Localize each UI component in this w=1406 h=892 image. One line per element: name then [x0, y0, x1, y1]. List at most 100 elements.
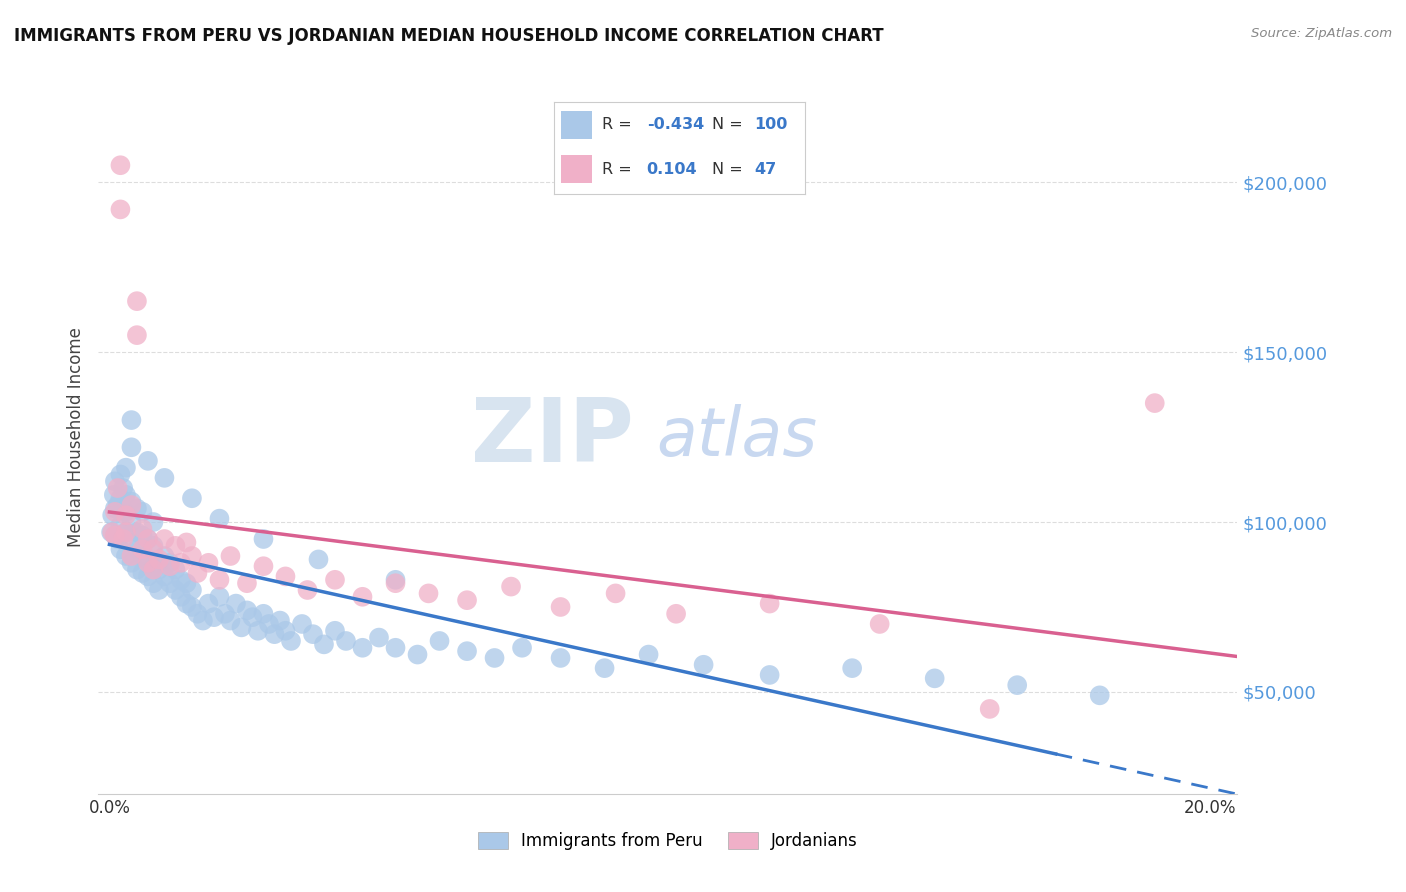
Point — [297, 582, 319, 597]
Point — [170, 573, 193, 587]
Point — [274, 624, 297, 638]
Point — [170, 556, 193, 570]
Point — [291, 617, 314, 632]
Point — [219, 614, 242, 628]
Point — [120, 440, 142, 454]
Point — [148, 582, 170, 597]
Point — [125, 328, 148, 343]
Point — [131, 566, 153, 580]
Point — [110, 491, 132, 506]
Point — [159, 556, 181, 570]
Point — [142, 539, 165, 553]
Point — [112, 481, 135, 495]
Point — [153, 471, 176, 485]
Point — [107, 481, 129, 495]
Point — [142, 515, 165, 529]
Point — [115, 525, 138, 540]
Point — [269, 614, 291, 628]
Point — [186, 566, 208, 580]
Point — [142, 542, 165, 557]
Point — [136, 552, 159, 566]
Point — [869, 617, 891, 632]
Y-axis label: Median Household Income: Median Household Income — [66, 327, 84, 547]
Point — [208, 511, 231, 525]
Point — [165, 563, 187, 577]
Point — [429, 634, 451, 648]
Point — [170, 590, 193, 604]
Text: IMMIGRANTS FROM PERU VS JORDANIAN MEDIAN HOUSEHOLD INCOME CORRELATION CHART: IMMIGRANTS FROM PERU VS JORDANIAN MEDIAN… — [14, 27, 884, 45]
Point — [148, 552, 170, 566]
Point — [104, 475, 127, 489]
Point — [176, 576, 198, 591]
Point — [115, 460, 138, 475]
Point — [101, 525, 124, 540]
Point — [120, 413, 142, 427]
Point — [101, 508, 124, 523]
Point — [125, 542, 148, 557]
Point — [214, 607, 236, 621]
Point — [418, 586, 440, 600]
Point — [510, 640, 533, 655]
Point — [104, 528, 127, 542]
Point — [115, 505, 138, 519]
Point — [302, 627, 325, 641]
Point — [125, 525, 148, 540]
Point — [110, 158, 132, 172]
Point — [120, 556, 142, 570]
Point — [176, 535, 198, 549]
Text: atlas: atlas — [657, 404, 817, 470]
Point — [384, 640, 406, 655]
Point — [252, 532, 274, 546]
Point — [110, 518, 132, 533]
Point — [136, 556, 159, 570]
Point — [115, 525, 138, 540]
Point — [110, 467, 132, 482]
Point — [1088, 689, 1111, 703]
Point — [165, 582, 187, 597]
Point — [104, 501, 127, 516]
Point — [131, 505, 153, 519]
Point — [159, 559, 181, 574]
Point — [637, 648, 659, 662]
Point — [103, 488, 125, 502]
Point — [456, 644, 478, 658]
Point — [335, 634, 357, 648]
Point — [153, 549, 176, 563]
Point — [219, 549, 242, 563]
Point — [236, 603, 259, 617]
Point — [125, 294, 148, 309]
Point — [924, 671, 946, 685]
Point — [252, 559, 274, 574]
Point — [181, 549, 204, 563]
Point — [484, 651, 506, 665]
Point — [112, 532, 135, 546]
Point — [125, 563, 148, 577]
Point — [280, 634, 302, 648]
Point — [1005, 678, 1028, 692]
Point — [312, 637, 335, 651]
Point — [308, 552, 330, 566]
Point — [136, 569, 159, 583]
Point — [131, 542, 153, 557]
Point — [550, 651, 572, 665]
Point — [1143, 396, 1166, 410]
Point — [115, 549, 138, 563]
Point — [236, 576, 259, 591]
Point — [142, 576, 165, 591]
Point — [456, 593, 478, 607]
Point — [153, 532, 176, 546]
Point — [263, 627, 285, 641]
Point — [120, 549, 142, 563]
Point — [186, 607, 208, 621]
Point — [323, 573, 346, 587]
Point — [665, 607, 688, 621]
Point — [242, 610, 264, 624]
Point — [550, 599, 572, 614]
Point — [142, 563, 165, 577]
Point — [100, 525, 122, 540]
Point — [136, 532, 159, 546]
Point — [115, 508, 138, 523]
Point — [136, 454, 159, 468]
Point — [246, 624, 269, 638]
Point — [197, 597, 219, 611]
